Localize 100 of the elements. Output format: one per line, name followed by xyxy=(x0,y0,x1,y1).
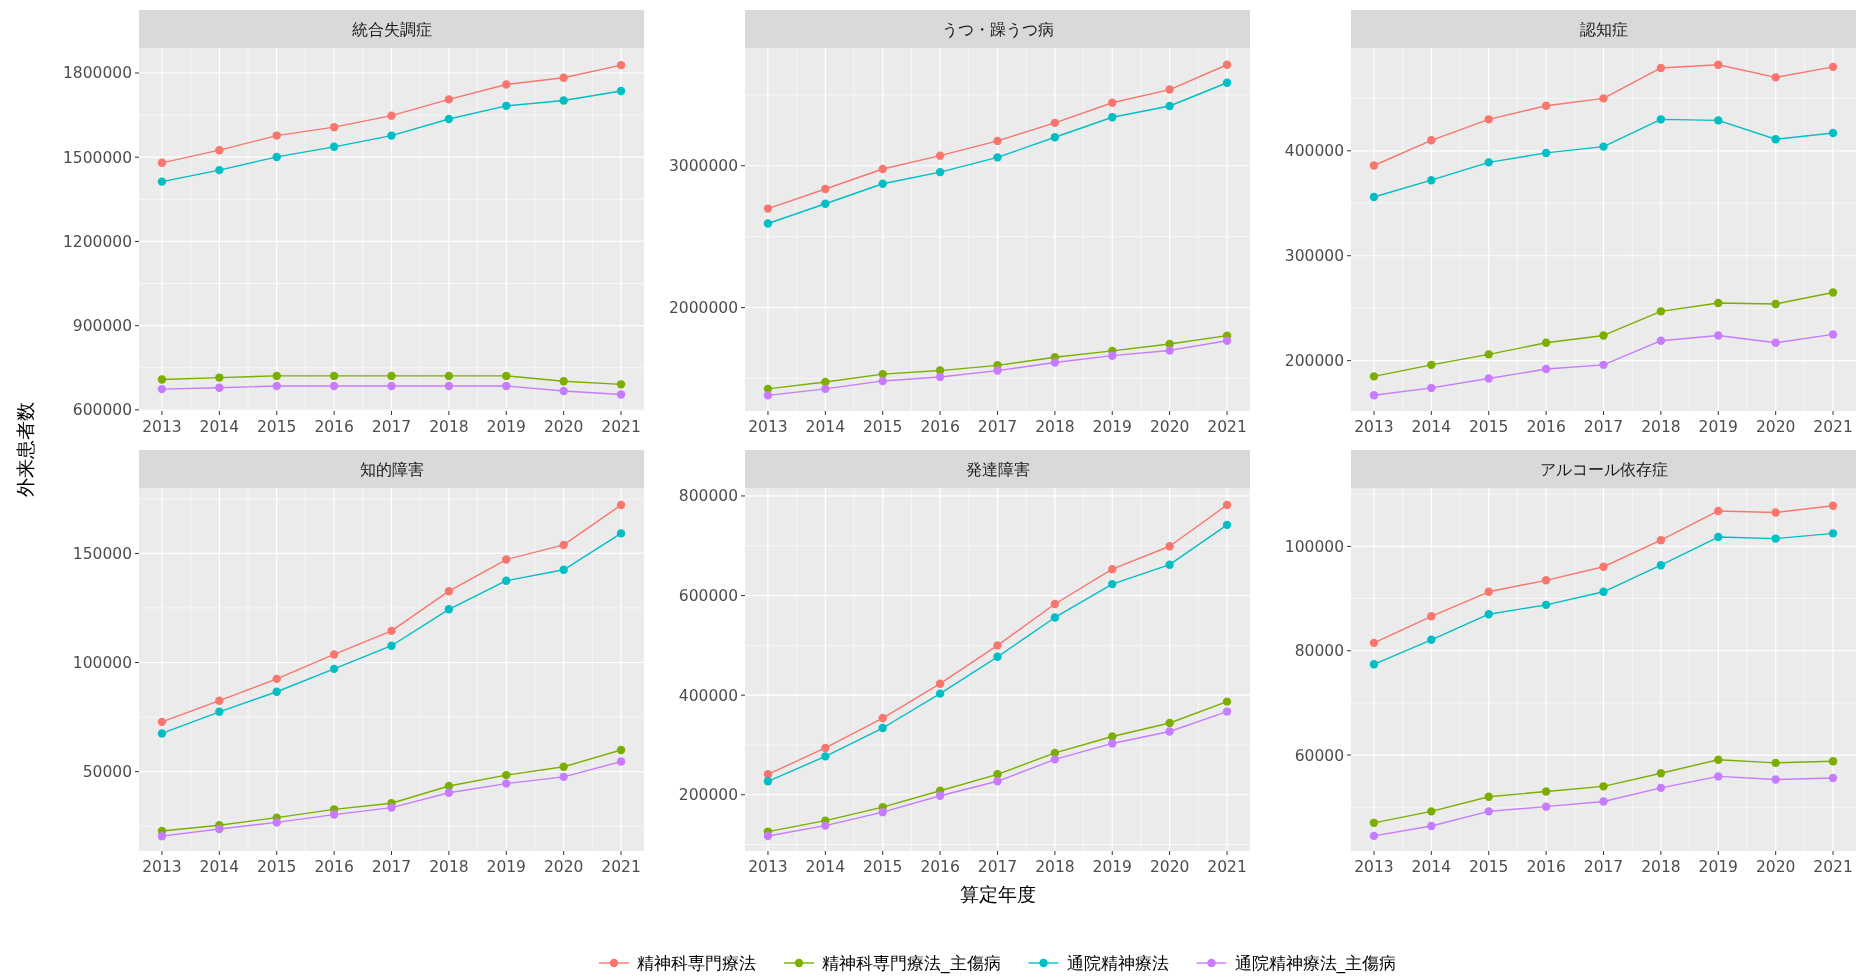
point xyxy=(1656,560,1666,570)
point xyxy=(616,380,626,389)
x-tick-label: 2016 xyxy=(920,858,960,876)
point xyxy=(157,729,167,738)
x-tick-label: 2020 xyxy=(543,858,584,876)
point xyxy=(1369,638,1379,648)
chart-title: 発達障害 xyxy=(965,460,1030,479)
point xyxy=(1427,635,1436,644)
point xyxy=(1222,707,1232,716)
point xyxy=(1050,755,1060,764)
point xyxy=(935,151,945,160)
point xyxy=(1541,364,1551,374)
point xyxy=(1656,336,1666,345)
point xyxy=(502,770,511,780)
point xyxy=(1222,336,1232,345)
x-tick-label: 2015 xyxy=(1469,858,1509,876)
y-tick-label: 2000000 xyxy=(668,299,738,318)
point xyxy=(1828,330,1838,339)
point xyxy=(878,807,887,817)
point xyxy=(1427,136,1436,145)
point xyxy=(1656,783,1666,793)
point xyxy=(1050,358,1060,367)
point xyxy=(993,153,1002,162)
x-tick-label: 2019 xyxy=(1698,418,1738,436)
point xyxy=(1222,78,1232,87)
point xyxy=(502,80,511,89)
y-tick-label: 1800000 xyxy=(62,64,132,83)
point xyxy=(821,377,830,387)
point xyxy=(616,500,626,510)
x-tick-label: 2013 xyxy=(1354,858,1394,876)
point xyxy=(1050,613,1060,622)
point xyxy=(1599,587,1608,596)
legend-label: 精神科専門療法 xyxy=(637,953,756,973)
x-tick-label: 2016 xyxy=(920,418,960,436)
y-tick-label: 400000 xyxy=(678,686,738,705)
point xyxy=(559,565,568,575)
point xyxy=(1484,610,1493,619)
x-tick-label: 2021 xyxy=(601,858,641,876)
point xyxy=(1656,769,1666,778)
point xyxy=(272,371,281,381)
point xyxy=(616,529,626,538)
point xyxy=(1541,148,1551,158)
point xyxy=(329,664,339,674)
point xyxy=(821,821,830,830)
point xyxy=(559,377,568,386)
point xyxy=(1828,128,1838,138)
x-tick-label: 2015 xyxy=(1469,418,1509,436)
point xyxy=(1369,161,1379,170)
x-tick-label: 2016 xyxy=(314,858,354,876)
point xyxy=(559,73,568,82)
x-tick-label: 2020 xyxy=(1149,418,1190,436)
point xyxy=(1541,787,1551,796)
point xyxy=(559,772,568,782)
point xyxy=(1714,298,1723,308)
point xyxy=(1165,560,1174,569)
x-tick-label: 2020 xyxy=(1149,858,1190,876)
point xyxy=(444,381,454,391)
point xyxy=(1165,101,1174,111)
point xyxy=(878,376,887,386)
point xyxy=(1599,142,1608,151)
point xyxy=(1050,133,1060,142)
point xyxy=(1369,831,1379,841)
point xyxy=(1484,158,1493,167)
y-tick-label: 50000 xyxy=(82,763,132,782)
legend-label: 精神科専門療法_主傷病 xyxy=(822,953,1001,974)
point xyxy=(763,219,773,228)
point xyxy=(1108,113,1117,122)
point xyxy=(502,381,511,391)
point xyxy=(1828,288,1838,297)
point xyxy=(1369,391,1379,400)
point xyxy=(1369,818,1379,828)
point xyxy=(444,605,454,614)
point xyxy=(878,723,887,733)
y-tick-label: 80000 xyxy=(1294,642,1344,661)
point xyxy=(559,96,568,105)
point xyxy=(993,770,1002,779)
legend-label: 通院精神療法 xyxy=(1066,953,1169,973)
chart-title: うつ・躁うつ病 xyxy=(941,20,1054,39)
x-tick-label: 2013 xyxy=(748,858,788,876)
point xyxy=(444,95,454,104)
point xyxy=(215,373,224,382)
point xyxy=(157,375,167,384)
point xyxy=(1714,532,1723,542)
point xyxy=(763,204,773,213)
point xyxy=(1599,94,1608,103)
point xyxy=(329,381,339,391)
x-tick-label: 2019 xyxy=(1698,858,1738,876)
point xyxy=(1828,757,1838,766)
point xyxy=(272,674,281,684)
x-tick-label: 2014 xyxy=(1411,418,1452,436)
point xyxy=(502,101,511,111)
point xyxy=(1369,372,1379,381)
y-tick-label: 600000 xyxy=(678,587,738,606)
point xyxy=(1108,564,1117,574)
x-tick-label: 2016 xyxy=(314,418,354,436)
point xyxy=(1656,307,1666,316)
point xyxy=(993,777,1002,786)
point xyxy=(1771,775,1780,784)
x-tick-label: 2017 xyxy=(371,858,412,876)
point xyxy=(1714,755,1723,764)
